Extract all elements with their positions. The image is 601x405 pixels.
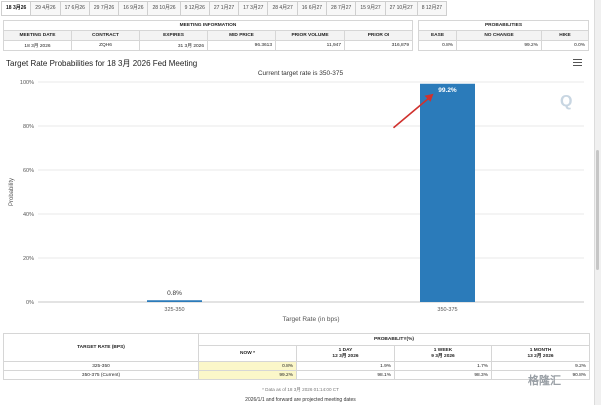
row-rate: 350-375 (Current): [3, 370, 199, 380]
col-1day-title: 1 DAY: [338, 347, 353, 353]
y-tick-label: 40%: [23, 212, 34, 218]
scrollbar-thumb[interactable]: [596, 150, 599, 270]
data-label: 99.2%: [438, 87, 457, 94]
chart-title: Target Rate Probabilities for 18 3月 2026…: [6, 59, 198, 68]
meeting-tab[interactable]: 17 6月26: [59, 1, 89, 16]
row-rate: 325-350: [3, 361, 199, 371]
row-1month: 90.8%: [490, 370, 591, 380]
hamburger-menu-icon[interactable]: [573, 59, 582, 67]
data-label: 0.8%: [167, 290, 182, 297]
row-1week: 98.3%: [394, 370, 492, 380]
meeting-tab[interactable]: 9 12月26: [179, 1, 209, 16]
row-now: 99.2%: [198, 370, 297, 380]
meeting-tab[interactable]: 16 9月26: [118, 1, 148, 16]
col-1week: 1 WEEK 9 3月 2026: [394, 345, 492, 362]
y-axis-label: Probability: [9, 178, 15, 206]
val-hike: 0.0%: [540, 40, 590, 51]
data-timestamp-footnote: * Data as of 18 3月 2026 01:14:00 CT: [262, 387, 339, 392]
meeting-tabs: 18 3月26 29 4月26 17 6月26 29 7月26 16 9月26 28 10…: [1, 1, 448, 16]
col-probability: PROBABILITY(%): [197, 333, 591, 346]
bar: [147, 300, 202, 302]
meeting-tab[interactable]: 15 9月27: [355, 1, 385, 16]
chart-subtitle: Current target rate is 350-375: [257, 70, 344, 77]
meeting-info-table: MEETING INFORMATION MEETING DATE CONTRAC…: [2, 20, 414, 51]
meeting-tab[interactable]: 8 12月27: [416, 1, 448, 16]
val-prior-oi: 316,879: [343, 40, 414, 51]
x-tick-label: 350-375: [437, 307, 457, 313]
y-tick-label: 60%: [23, 168, 34, 174]
meeting-tab[interactable]: 17 3月27: [238, 1, 268, 16]
projected-dates-note: 2026/1/1 and forward are projected meeti…: [245, 397, 356, 403]
y-tick-label: 20%: [23, 256, 34, 262]
row-1day: 98.1%: [296, 370, 395, 380]
bar: [420, 83, 475, 302]
x-axis-label: Target Rate (in bps): [282, 316, 339, 323]
probability-table: TARGET RATE (BPS) PROBABILITY(%) NOW * 1…: [3, 333, 591, 380]
meeting-tab[interactable]: 28 7月27: [326, 1, 356, 16]
meeting-tab[interactable]: 16 6月27: [296, 1, 327, 16]
annotation-arrow-line: [392, 96, 432, 129]
col-1month: 1 MONTH 13 2月 2026: [490, 345, 591, 362]
row-1week: 1.7%: [394, 361, 492, 371]
col-1day: 1 DAY 12 3月 2026: [296, 345, 395, 362]
y-tick-label: 80%: [23, 124, 34, 130]
meeting-tab[interactable]: 29 7月26: [88, 1, 119, 16]
meeting-tab[interactable]: 18 3月26: [1, 1, 31, 16]
meeting-tab[interactable]: 28 10月26: [147, 1, 180, 16]
y-tick-label: 0%: [26, 300, 34, 306]
col-now: NOW *: [198, 345, 297, 362]
watermark-q-icon: Q: [560, 93, 573, 110]
col-now-title: NOW *: [240, 350, 255, 356]
table-row: 325-350 0.8% 1.9% 1.7% 9.2%: [3, 361, 591, 371]
watermark-logo: 格隆汇: [528, 375, 561, 387]
col-1week-date: 9 3月 2026: [431, 353, 455, 359]
col-1day-date: 12 3月 2026: [332, 353, 359, 359]
row-1day: 1.9%: [296, 361, 395, 371]
annotation-arrow-head: [424, 93, 434, 102]
row-now: 0.8%: [198, 361, 297, 371]
col-1week-title: 1 WEEK: [433, 347, 453, 353]
meeting-tab[interactable]: 28 4月27: [267, 1, 297, 16]
col-target-rate: TARGET RATE (BPS): [3, 333, 199, 362]
meeting-tab[interactable]: 27 10月27: [384, 1, 417, 16]
table-row: 350-375 (Current) 99.2% 98.1% 98.3% 90.8…: [3, 370, 591, 380]
meeting-tab[interactable]: 27 1月27: [208, 1, 239, 16]
probabilities-table: PROBABILITIES EASE NO CHANGE HIKE 0.8% 9…: [417, 20, 590, 51]
y-tick-label: 100%: [20, 80, 34, 86]
col-1month-title: 1 MONTH: [529, 347, 552, 353]
meeting-tab[interactable]: 29 4月26: [30, 1, 60, 16]
col-1month-date: 13 2月 2026: [527, 353, 554, 359]
row-1month: 9.2%: [490, 361, 591, 371]
x-tick-label: 325-350: [164, 307, 184, 313]
probability-bar-chart: 0% 20% 40% 60% 80% 100% Probability Target Rate…: [9, 80, 584, 323]
